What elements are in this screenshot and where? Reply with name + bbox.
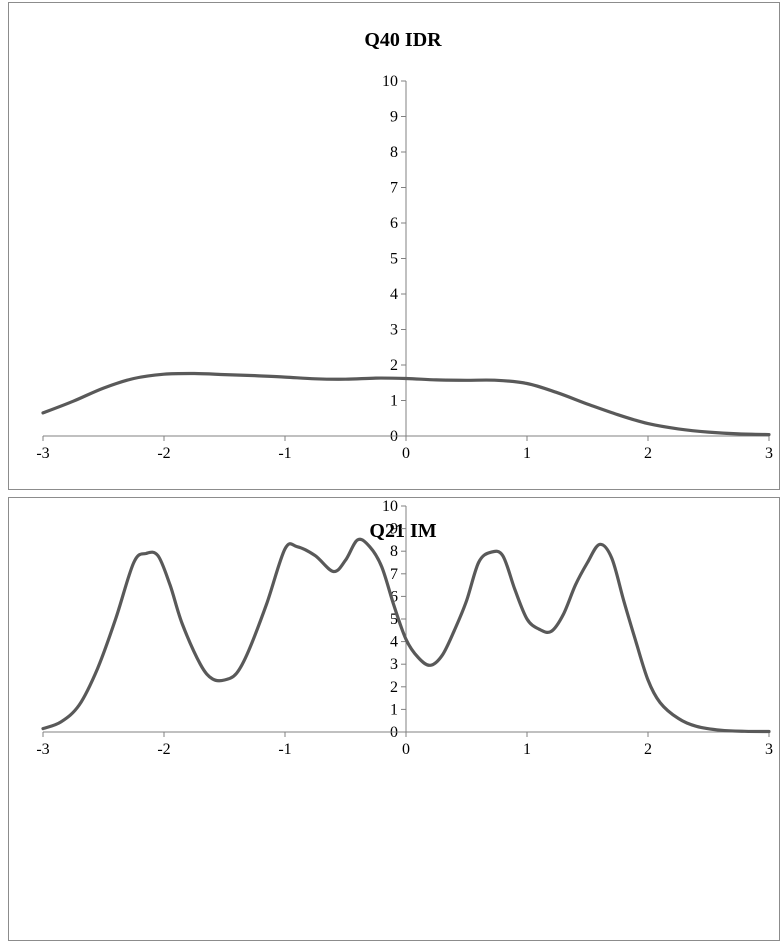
y-tick-label: 6 [390,215,398,232]
y-tick-label: 1 [390,701,398,718]
y-tick-label: 4 [390,634,398,651]
x-tick-label: -2 [157,445,170,462]
y-tick-label: 5 [390,611,398,628]
x-tick-label: 0 [402,445,410,462]
y-tick-label: 6 [390,588,398,605]
y-tick-label: 7 [390,180,398,197]
x-tick-label: 1 [523,445,531,462]
y-tick-label: 5 [390,251,398,268]
y-tick-label: 9 [390,109,398,126]
y-tick-label: 3 [390,322,398,339]
y-tick-label: 3 [390,656,398,673]
y-tick-label: 8 [390,144,398,161]
x-tick-label: 2 [644,445,652,462]
y-tick-label: 9 [390,521,398,538]
y-tick-label: 10 [382,73,398,90]
x-tick-label: 3 [765,445,773,462]
chart-title: Q40 IDR [364,29,442,51]
y-tick-label: 1 [390,393,398,410]
x-tick-label: -1 [278,741,291,758]
x-tick-label: -3 [36,741,49,758]
y-tick-label: 7 [390,566,398,583]
series-line [41,537,771,734]
x-tick-label: 0 [402,741,410,758]
y-tick-label: 2 [390,679,398,696]
y-tick-label: 4 [390,286,398,303]
x-tick-label: -3 [36,445,49,462]
y-tick-label: 10 [382,498,398,515]
chart-title: Q21 IM [369,520,436,542]
y-tick-label: 2 [390,357,398,374]
x-tick-label: 2 [644,741,652,758]
y-tick-label: 8 [390,543,398,560]
x-tick-label: 1 [523,741,531,758]
x-tick-label: -1 [278,445,291,462]
series-line [41,371,771,437]
x-tick-label: 3 [765,741,773,758]
x-tick-label: -2 [157,741,170,758]
